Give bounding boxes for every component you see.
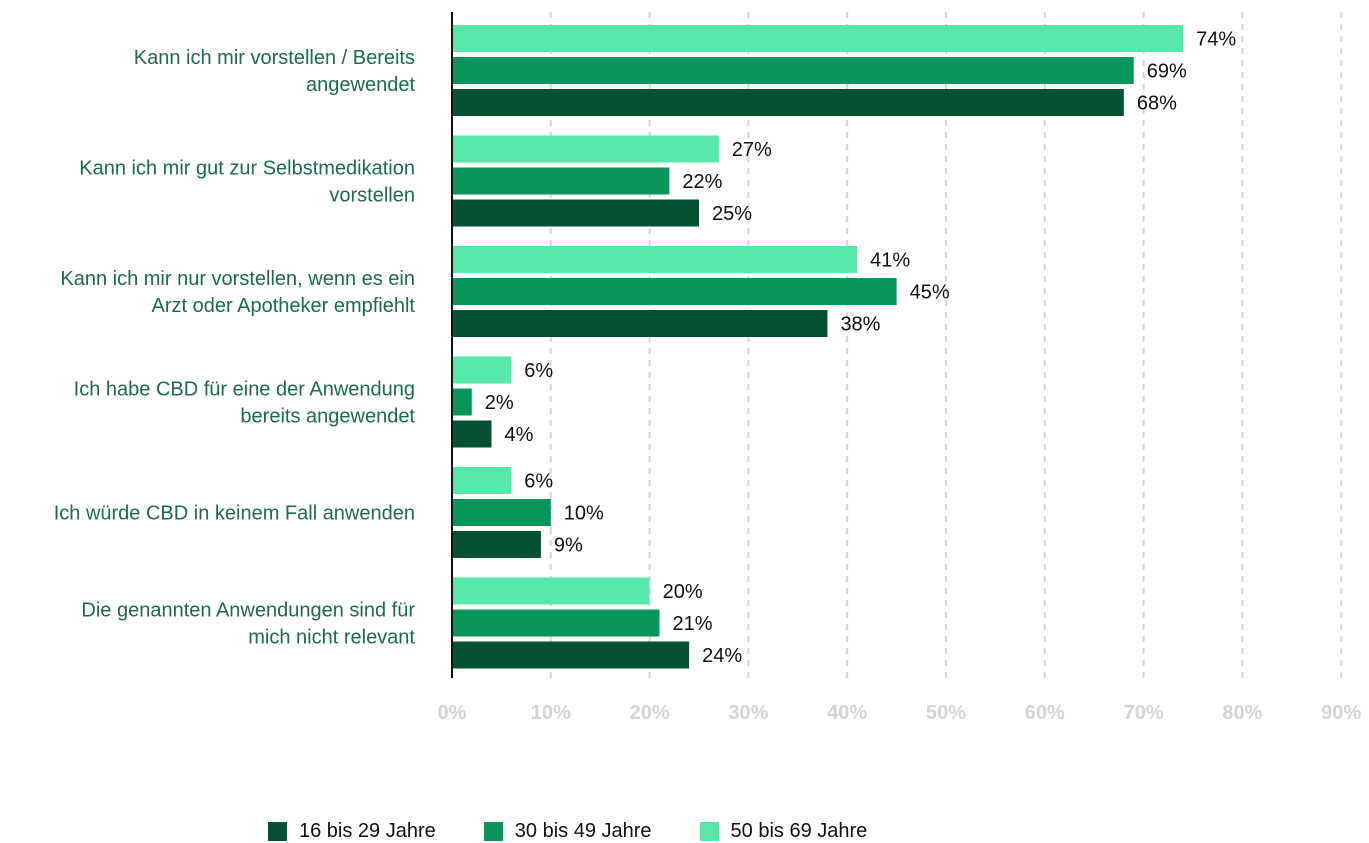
bar bbox=[453, 135, 719, 163]
legend-label-30-49: 30 bis 49 Jahre bbox=[514, 820, 652, 842]
bar bbox=[453, 531, 541, 558]
value-label: 41% bbox=[870, 250, 910, 272]
bar bbox=[453, 246, 858, 273]
value-label: 45% bbox=[910, 282, 950, 304]
x-tick-label: 10% bbox=[531, 702, 571, 724]
category-label: Kann ich mir vorstellen / Bereits angewen… bbox=[134, 47, 416, 96]
value-label: 22% bbox=[682, 171, 722, 193]
value-label: 25% bbox=[712, 203, 752, 225]
bar bbox=[453, 278, 897, 305]
legend-swatch-50-69 bbox=[699, 822, 719, 841]
x-axis-tick-labels: 0% 10% 20% 30% 40% 50% 60% 70% 80% 90% bbox=[438, 702, 1362, 724]
legend-item-16-29: 16 bis 29 Jahre bbox=[268, 820, 436, 843]
value-label: 6% bbox=[524, 360, 553, 382]
x-tick-label: 70% bbox=[1124, 702, 1164, 724]
x-tick-label: 40% bbox=[827, 702, 867, 724]
bar bbox=[453, 388, 472, 416]
value-label: 6% bbox=[524, 471, 553, 493]
bar bbox=[453, 167, 670, 195]
legend-swatch-16-29 bbox=[268, 822, 287, 841]
legend-label-16-29: 16 bis 29 Jahre bbox=[299, 820, 436, 842]
bars bbox=[453, 25, 1184, 669]
value-label: 68% bbox=[1137, 93, 1177, 115]
category-label: Ich würde CBD in keinem Fall anwenden bbox=[54, 503, 415, 525]
bar bbox=[453, 89, 1124, 116]
value-label: 2% bbox=[485, 392, 514, 414]
category-label: Ich habe CBD für eine der Anwendung berei… bbox=[74, 379, 416, 428]
bar bbox=[453, 467, 512, 494]
category-label: Kann ich mir gut zur Selbstmedikation vor… bbox=[79, 158, 415, 207]
legend-swatch-30-49 bbox=[483, 822, 503, 841]
category-label: Die genannten Anwendungen sind für mich n… bbox=[81, 600, 415, 649]
bar bbox=[453, 356, 512, 384]
value-label: 4% bbox=[505, 424, 534, 446]
value-label: 21% bbox=[672, 613, 712, 635]
value-label: 27% bbox=[732, 139, 772, 161]
legend: 16 bis 29 Jahre 30 bis 49 Jahre 50 bis 6… bbox=[268, 820, 915, 843]
bar bbox=[453, 641, 690, 669]
value-label: 10% bbox=[564, 503, 604, 525]
value-label: 20% bbox=[663, 581, 703, 603]
value-label: 69% bbox=[1147, 61, 1187, 83]
value-label: 9% bbox=[554, 535, 583, 557]
x-tick-label: 90% bbox=[1321, 702, 1361, 724]
bar-chart: 74% 69% 68% 27% 22% 25% 41%45% 38% 6% 2% 4% 6% 10% 9%… bbox=[54, 12, 1362, 724]
value-label: 38% bbox=[840, 314, 880, 336]
value-label: 24% bbox=[702, 645, 742, 667]
legend-item-50-69: 50 bis 69 Jahre bbox=[699, 820, 868, 843]
bar bbox=[453, 609, 660, 637]
bar bbox=[453, 499, 551, 526]
value-label: 74% bbox=[1196, 29, 1236, 51]
x-tick-label: 30% bbox=[728, 702, 768, 724]
x-tick-label: 80% bbox=[1222, 702, 1262, 724]
x-tick-label: 20% bbox=[630, 702, 670, 724]
value-labels: 74% 69% 68% 27% 22% 25% 41%45% 38% 6% 2% 4% 6% 10% 9%… bbox=[485, 29, 1237, 668]
category-label: Kann ich mir nur vorstellen, wenn es ein… bbox=[60, 268, 415, 317]
bar bbox=[453, 310, 828, 337]
bar bbox=[453, 199, 699, 227]
legend-label-50-69: 50 bis 69 Jahre bbox=[730, 820, 868, 842]
x-tick-label: 60% bbox=[1025, 702, 1065, 724]
bar bbox=[453, 25, 1184, 52]
x-tick-label: 50% bbox=[926, 702, 966, 724]
grid-lines bbox=[549, 12, 1343, 678]
bar bbox=[453, 420, 492, 448]
bar bbox=[453, 577, 650, 605]
category-labels: Kann ich mir vorstellen / Bereits angewen… bbox=[54, 47, 416, 649]
bar bbox=[453, 57, 1134, 84]
x-tick-label: 0% bbox=[438, 702, 467, 724]
legend-item-30-49: 30 bis 49 Jahre bbox=[483, 820, 652, 843]
